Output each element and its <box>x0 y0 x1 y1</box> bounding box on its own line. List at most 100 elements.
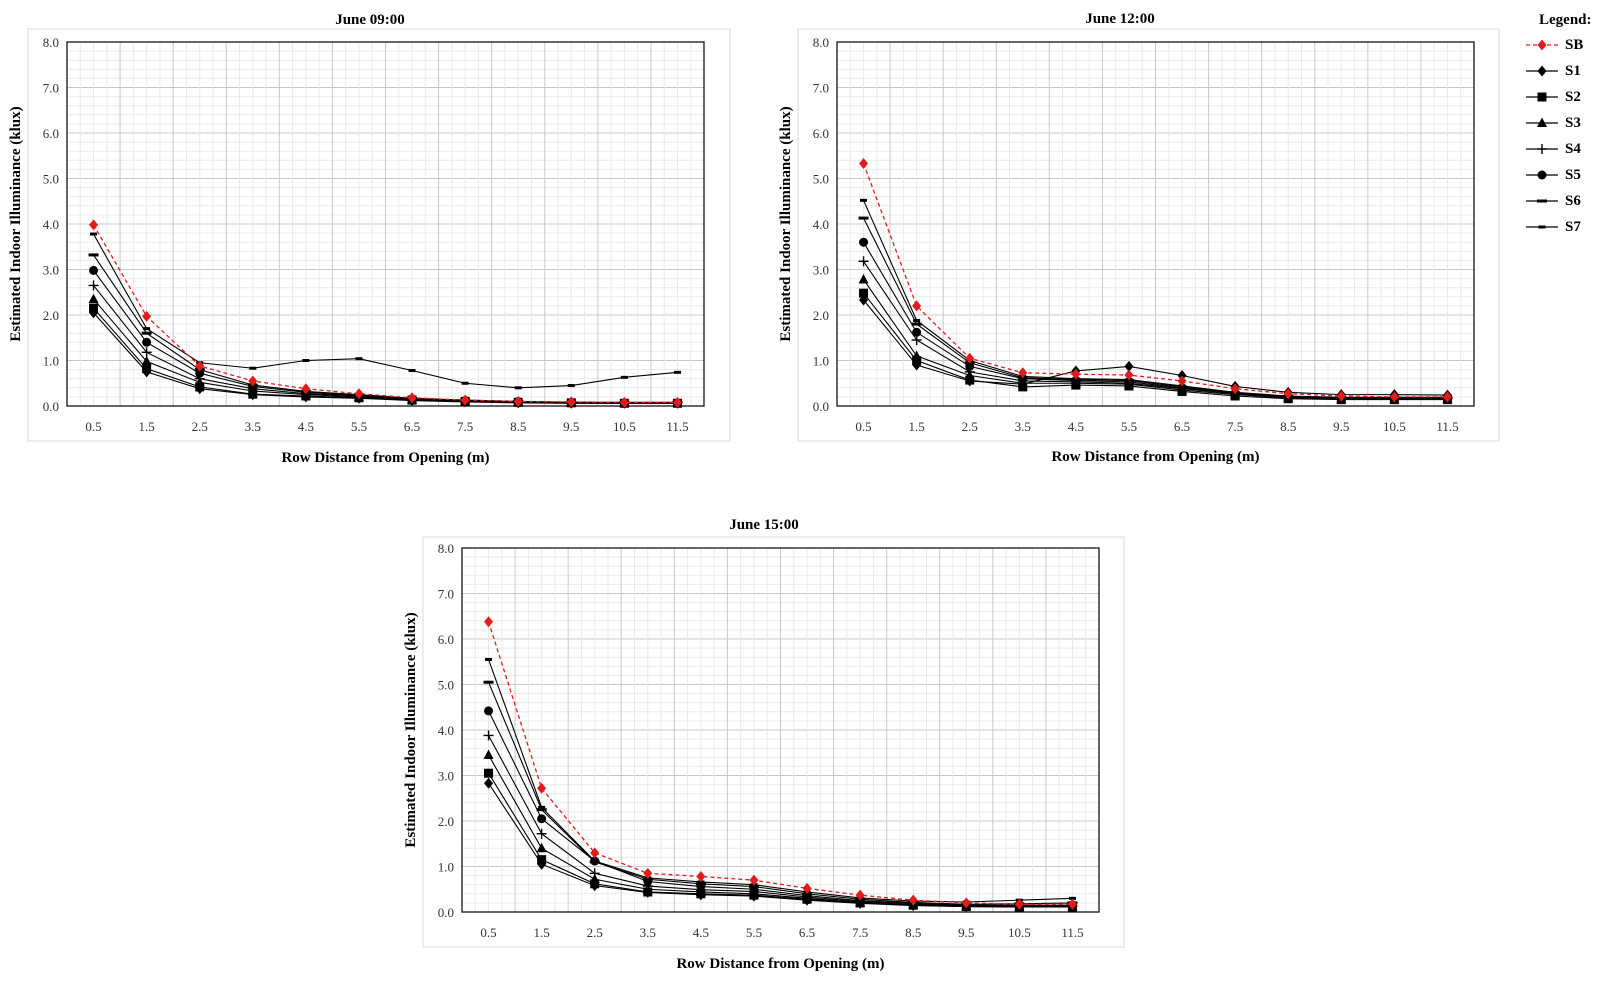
data-point-sb <box>1014 898 1024 910</box>
data-point-sb <box>619 396 629 408</box>
legend-label: S7 <box>1565 218 1581 235</box>
x-tick-label: 5.5 <box>1121 419 1137 434</box>
x-tick-label: 7.5 <box>1227 419 1243 434</box>
data-point-s4 <box>141 347 152 358</box>
square-marker-icon <box>1526 92 1558 102</box>
data-point-s3 <box>141 355 152 366</box>
data-point-sb <box>965 352 975 364</box>
data-point-sb <box>961 897 971 909</box>
legend-items: SB S1 S2 S3 S4 S5 S6 S7 <box>1525 32 1597 240</box>
x-tick-label: 0.5 <box>85 419 101 434</box>
data-point-s7 <box>620 375 628 379</box>
y-tick-label: 5.0 <box>43 172 59 187</box>
x-tick-label: 9.5 <box>1333 419 1349 434</box>
legend-marker <box>1537 39 1547 51</box>
x-tick-label: 7.5 <box>457 419 473 434</box>
data-point-sb <box>1442 391 1452 403</box>
x-tick-label: 7.5 <box>852 925 868 940</box>
data-point-s7 <box>913 318 921 322</box>
data-point-s4 <box>88 280 99 291</box>
triangle-marker-icon <box>1526 117 1558 127</box>
data-point-sb <box>672 396 682 408</box>
data-point-sb <box>855 889 865 901</box>
data-point-s7 <box>485 657 493 661</box>
data-point-s7 <box>538 805 546 809</box>
chart-panel-border <box>797 28 1500 442</box>
chart-title: June 12:00 <box>1085 11 1155 27</box>
data-point-s6 <box>88 253 99 257</box>
data-point-s2 <box>537 855 547 865</box>
x-tick-label: 9.5 <box>958 925 974 940</box>
data-point-s5 <box>859 237 869 247</box>
y-tick-label: 8.0 <box>438 541 454 556</box>
data-point-s3 <box>536 842 547 853</box>
y-tick-label: 1.0 <box>43 354 59 369</box>
data-point-sb <box>1071 368 1081 380</box>
x-tick-label: 6.5 <box>404 419 420 434</box>
chart-panel-border <box>27 28 731 442</box>
data-point-sb <box>1230 383 1240 395</box>
data-point-s3 <box>483 749 494 760</box>
chart-1: 0.0 1.0 2.0 3.0 4.0 5.0 6.0 7.0 8.0 0.5 1.5 2.5 3.5 4… <box>8 12 731 466</box>
x-tick-label: 2.5 <box>587 925 603 940</box>
y-tick-label: 7.0 <box>438 587 454 602</box>
x-tick-label: 8.5 <box>510 419 526 434</box>
plot-area-border <box>66 41 705 407</box>
data-point-s2 <box>859 288 869 298</box>
legend-label: S5 <box>1565 166 1581 183</box>
data-point-s3 <box>589 873 600 884</box>
legend-label: S6 <box>1565 192 1581 209</box>
x-tick-label: 3.5 <box>245 419 261 434</box>
data-point-sb <box>590 847 600 859</box>
y-tick-label: 8.0 <box>43 35 59 50</box>
data-point-sb <box>248 375 258 387</box>
data-point-s7 <box>143 327 151 331</box>
plot-area-border <box>836 41 1475 407</box>
data-point-s6 <box>483 680 494 684</box>
plus-marker-icon <box>1526 144 1558 154</box>
series-sb <box>484 616 1077 910</box>
legend-marker <box>1537 199 1547 203</box>
y-tick-label: 4.0 <box>438 723 454 738</box>
data-point-sb <box>566 396 576 408</box>
legend-item-s1: S1 <box>1525 58 1597 84</box>
legend-label: S1 <box>1565 62 1581 79</box>
chart-2: 0.0 1.0 2.0 3.0 4.0 5.0 6.0 7.0 8.0 0.5 1.5 2.5 3.5 4… <box>778 11 1500 465</box>
diamond-marker-icon <box>1526 65 1558 77</box>
y-tick-label: 5.0 <box>438 678 454 693</box>
legend-item-s4: S4 <box>1525 136 1597 162</box>
legend-item-s3: S3 <box>1525 110 1597 136</box>
legend-label: S2 <box>1565 88 1581 105</box>
data-point-s7 <box>673 370 681 374</box>
gridlines <box>67 42 704 406</box>
y-tick-label: 2.0 <box>43 308 59 323</box>
y-tick-label: 0.0 <box>43 399 59 414</box>
data-point-s7 <box>567 384 575 388</box>
series-line-sb <box>862 163 1448 398</box>
x-axis-label: Row Distance from Opening (m) <box>1051 449 1259 465</box>
data-point-s2 <box>590 879 600 889</box>
x-axis-label: Row Distance from Opening (m) <box>281 450 489 466</box>
data-point-s4 <box>589 868 600 879</box>
data-point-sb <box>407 392 417 404</box>
data-point-s6 <box>748 885 759 889</box>
legend-item-sb: SB <box>1525 32 1597 58</box>
data-point-s5 <box>537 814 547 824</box>
chart-title: June 09:00 <box>335 12 405 28</box>
data-point-s7 <box>355 357 363 361</box>
data-point-s3 <box>858 274 869 284</box>
series-line-s1 <box>863 299 1448 396</box>
x-tick-label: 3.5 <box>640 925 656 940</box>
data-point-s2 <box>484 768 494 778</box>
y-tick-label: 7.0 <box>813 81 829 96</box>
x-tick-label: 0.5 <box>480 925 496 940</box>
gridlines <box>462 548 1099 912</box>
x-tick-label: 2.5 <box>192 419 208 434</box>
data-point-s5 <box>912 327 922 337</box>
data-point-s7 <box>461 381 469 385</box>
data-point-s4 <box>858 256 869 267</box>
y-tick-label: 3.0 <box>438 769 454 784</box>
x-tick-label: 1.5 <box>139 419 155 434</box>
x-tick-label: 10.5 <box>1383 419 1406 434</box>
data-point-sb <box>859 157 869 169</box>
